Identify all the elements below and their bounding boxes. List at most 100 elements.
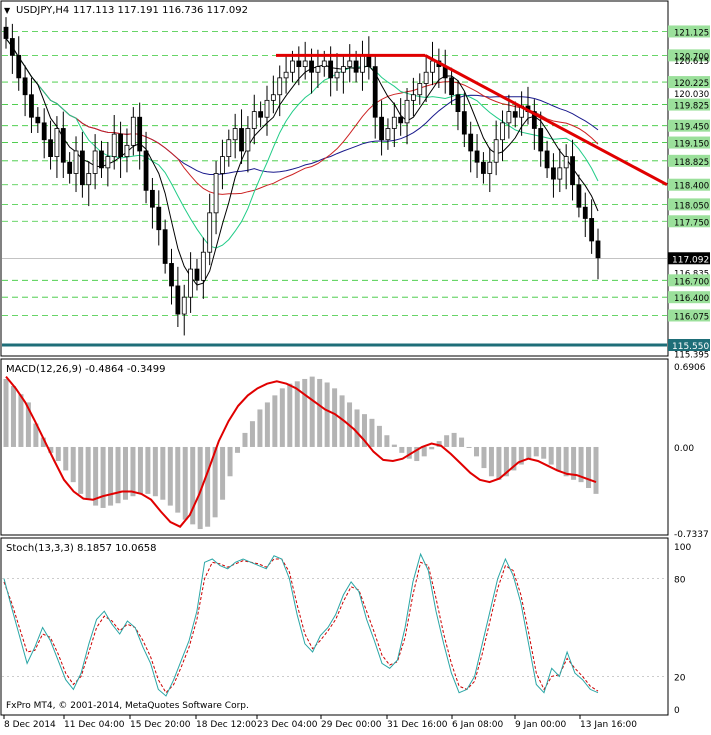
- time-label: 6 Jan 08:00: [452, 720, 504, 730]
- macd-bar: [227, 446, 233, 477]
- macd-bar: [264, 402, 270, 447]
- candle-body: [531, 111, 537, 129]
- candle-body: [500, 122, 505, 141]
- candle-body: [105, 156, 111, 169]
- price-label: 119.825: [674, 102, 709, 112]
- macd-bar: [503, 446, 509, 477]
- time-label: 18 Dec 12:00: [196, 720, 257, 730]
- macd-bar: [294, 381, 300, 447]
- time-label: 23 Dec 04:00: [257, 720, 318, 730]
- candle-body: [86, 173, 92, 186]
- price-label: 121.125: [674, 28, 709, 38]
- time-label: 31 Dec 16:00: [387, 720, 448, 730]
- macd-bar: [541, 446, 547, 459]
- macd-bar: [481, 446, 487, 469]
- current-price-tag: [668, 252, 710, 265]
- candle-body: [111, 133, 117, 157]
- macd-axis-label: -0.7337: [674, 530, 709, 540]
- macd-bar: [40, 437, 46, 447]
- candle-body: [270, 94, 276, 101]
- macd-bar: [152, 446, 158, 497]
- trendline-down: [424, 54, 668, 187]
- macd-bar: [167, 446, 173, 506]
- macd-bar: [369, 418, 375, 447]
- macd-bar: [451, 432, 457, 447]
- candle-body: [410, 94, 416, 101]
- price-label: 117.750: [674, 218, 709, 228]
- candle-body: [79, 150, 85, 186]
- stoch-title: Stoch(13,3,3) 8.1857 10.0658: [6, 543, 157, 554]
- macd-bar: [488, 446, 494, 477]
- macd-axis-label: 0.6906: [674, 363, 706, 373]
- candle-body: [283, 71, 289, 79]
- macd-bar: [197, 446, 203, 530]
- macd-axis-label: 0.00: [674, 444, 694, 454]
- stoch-main-line: [3, 552, 599, 697]
- candle-body: [54, 128, 60, 157]
- macd-bar: [563, 446, 569, 477]
- candle-body: [512, 111, 518, 118]
- candle-body: [468, 133, 474, 152]
- macd-bar: [235, 446, 241, 453]
- candle-body: [130, 116, 136, 146]
- macd-bar: [122, 446, 128, 500]
- price-label: 118.400: [674, 182, 709, 192]
- macd-bar: [578, 446, 584, 483]
- candle-body: [391, 116, 397, 129]
- macd-bar: [302, 378, 308, 447]
- price-label: 116.700: [674, 277, 709, 287]
- macd-bar: [399, 446, 405, 453]
- candle-body: [169, 263, 174, 287]
- time-axis: 8 Dec 2014 11 Dec 04:00 15 Dec 20:00 18 Dec…: [3, 715, 637, 730]
- macd-bar: [33, 423, 39, 447]
- macd-bar: [571, 446, 577, 480]
- candle-body: [557, 167, 563, 180]
- candle-body: [334, 71, 340, 79]
- candle-body: [22, 77, 28, 96]
- candle-body: [347, 60, 353, 68]
- macd-bar: [279, 388, 285, 447]
- macd-bar: [429, 446, 435, 450]
- price-label: 115.395: [674, 351, 709, 361]
- candle-body: [353, 60, 359, 73]
- price-label: 117.092: [672, 255, 709, 265]
- symbol-label: USDJPY,H4: [16, 5, 69, 16]
- candle-body: [156, 206, 162, 231]
- macd-bar: [145, 446, 151, 494]
- macd-bar: [100, 446, 106, 508]
- candle-body: [73, 150, 79, 174]
- moving-averages: [5, 38, 599, 286]
- candle-body: [595, 240, 601, 259]
- macd-bar: [324, 382, 330, 447]
- candle-body: [3, 26, 9, 39]
- candle-body: [251, 111, 257, 129]
- price-tag: [668, 198, 710, 211]
- candle-body: [9, 38, 15, 56]
- candle-body: [92, 150, 98, 174]
- macd-bar: [526, 446, 532, 459]
- menu-arrow-icon[interactable]: ▼: [4, 6, 11, 15]
- macd-bar: [586, 446, 592, 489]
- macd-bar: [317, 378, 323, 447]
- macd-bar: [18, 394, 24, 447]
- main-price-panel[interactable]: [0, 0, 669, 357]
- macd-bar: [108, 446, 114, 506]
- price-tag: [668, 49, 710, 62]
- candle-body: [226, 139, 232, 157]
- time-label: 29 Dec 00:00: [321, 720, 382, 730]
- candle-body: [340, 66, 346, 73]
- candle-body: [372, 66, 378, 118]
- time-label: 9 Jan 00:00: [515, 720, 567, 730]
- stoch-panel[interactable]: [0, 537, 669, 716]
- price-grid: [2, 31, 667, 347]
- candle-body: [379, 116, 384, 141]
- price-label: 118.050: [674, 201, 709, 211]
- ohlc-readout: 117.113 117.191 116.736 117.092: [73, 5, 248, 16]
- candle-body: [124, 144, 130, 157]
- macd-panel[interactable]: [0, 358, 669, 536]
- candle-body: [162, 229, 168, 264]
- stoch-axis-label: 0: [674, 706, 680, 716]
